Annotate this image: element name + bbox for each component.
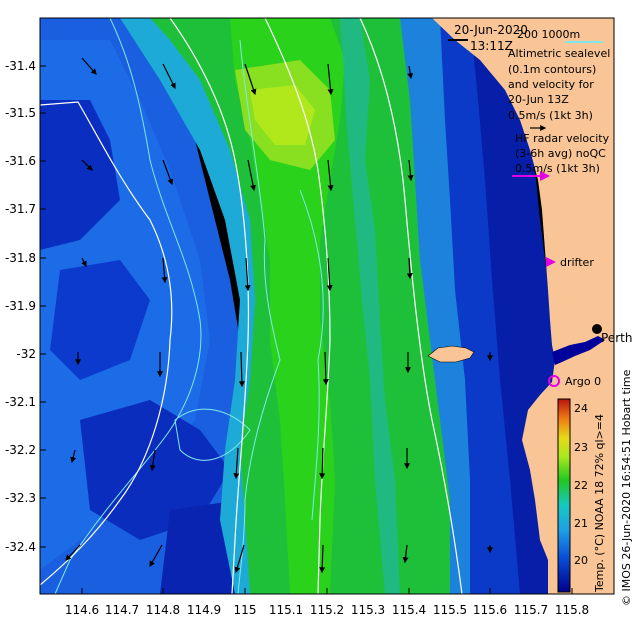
colorbar-label: Temp. (°C) NOAA 18 72% ql>=4 bbox=[593, 414, 606, 593]
x-tick-label: 115.6 bbox=[473, 603, 507, 617]
x-tick-label: 115.3 bbox=[351, 603, 385, 617]
y-tick-label: -32.4 bbox=[5, 540, 36, 554]
hf-radar-legend-line: (3-6h avg) noQC bbox=[515, 147, 606, 160]
x-tick-label: 115.8 bbox=[555, 603, 589, 617]
swan-river bbox=[552, 336, 605, 365]
x-tick-label: 115.2 bbox=[310, 603, 344, 617]
x-tick-label: 115.1 bbox=[269, 603, 303, 617]
y-tick-label: -31.8 bbox=[5, 251, 36, 265]
colorbar-tick: 21 bbox=[574, 517, 588, 530]
x-tick-label: 114.7 bbox=[105, 603, 139, 617]
y-tick-label: -31.6 bbox=[5, 154, 36, 168]
y-tick-label: -32.1 bbox=[5, 395, 36, 409]
x-tick-label: 114.9 bbox=[187, 603, 221, 617]
perth-label: Perth bbox=[601, 331, 632, 345]
rottnest-island bbox=[427, 345, 475, 363]
altimetry-legend-line: 20-Jun 13Z bbox=[508, 93, 569, 106]
y-tick-label: -32.3 bbox=[5, 491, 36, 505]
colorbar-tick: 23 bbox=[574, 441, 588, 454]
velocity-arrows bbox=[65, 57, 493, 574]
x-tick-label: 114.8 bbox=[146, 603, 180, 617]
y-tick-label: -31.5 bbox=[5, 106, 36, 120]
x-tick-label: 115.5 bbox=[433, 603, 467, 617]
drifter-marker-icon bbox=[546, 257, 556, 267]
argo-label: Argo 0 bbox=[565, 375, 601, 388]
argo-float-icon bbox=[548, 375, 560, 387]
x-axis bbox=[81, 588, 573, 594]
perth-marker-icon bbox=[592, 324, 602, 334]
map-time: 13:11Z bbox=[470, 39, 513, 53]
colorbar-tick: 20 bbox=[574, 554, 588, 567]
y-tick-label: -31.4 bbox=[5, 59, 36, 73]
x-tick-label: 115.4 bbox=[392, 603, 426, 617]
map-date: 20-Jun-2020 bbox=[454, 23, 528, 37]
hf-radar-legend-line: 0.5m/s (1kt 3h) bbox=[515, 162, 600, 175]
drifter-label: drifter bbox=[560, 256, 594, 269]
y-tick-label: -32 bbox=[16, 347, 36, 361]
colorbar-tick: 22 bbox=[574, 479, 588, 492]
colorbar-tick: 24 bbox=[574, 402, 588, 415]
contour-depth-key: 200 1000m bbox=[517, 28, 580, 41]
altimetry-legend-line: and velocity for bbox=[508, 78, 594, 91]
y-axis bbox=[40, 65, 46, 548]
sst-field bbox=[40, 18, 560, 594]
credit-text: © IMOS 26-Jun-2020 16:54:51 Hobart time bbox=[620, 369, 633, 606]
x-tick-label: 115 bbox=[234, 603, 257, 617]
y-tick-label: -32.2 bbox=[5, 443, 36, 457]
x-tick-label: 114.6 bbox=[65, 603, 99, 617]
altimetry-legend-line: 0.5m/s (1kt 3h) bbox=[508, 109, 593, 122]
hf-radar-legend-line: HF radar velocity bbox=[515, 132, 610, 145]
altimetry-legend-line: (0.1m contours) bbox=[508, 63, 596, 76]
y-tick-label: -31.7 bbox=[5, 202, 36, 216]
y-tick-label: -31.9 bbox=[5, 299, 36, 313]
map-plot-area bbox=[40, 18, 614, 594]
sealevel-contours bbox=[40, 18, 463, 594]
x-tick-label: 115.7 bbox=[514, 603, 548, 617]
colorbar bbox=[557, 398, 571, 593]
altimetry-legend-line: Altimetric sealevel bbox=[508, 47, 610, 60]
